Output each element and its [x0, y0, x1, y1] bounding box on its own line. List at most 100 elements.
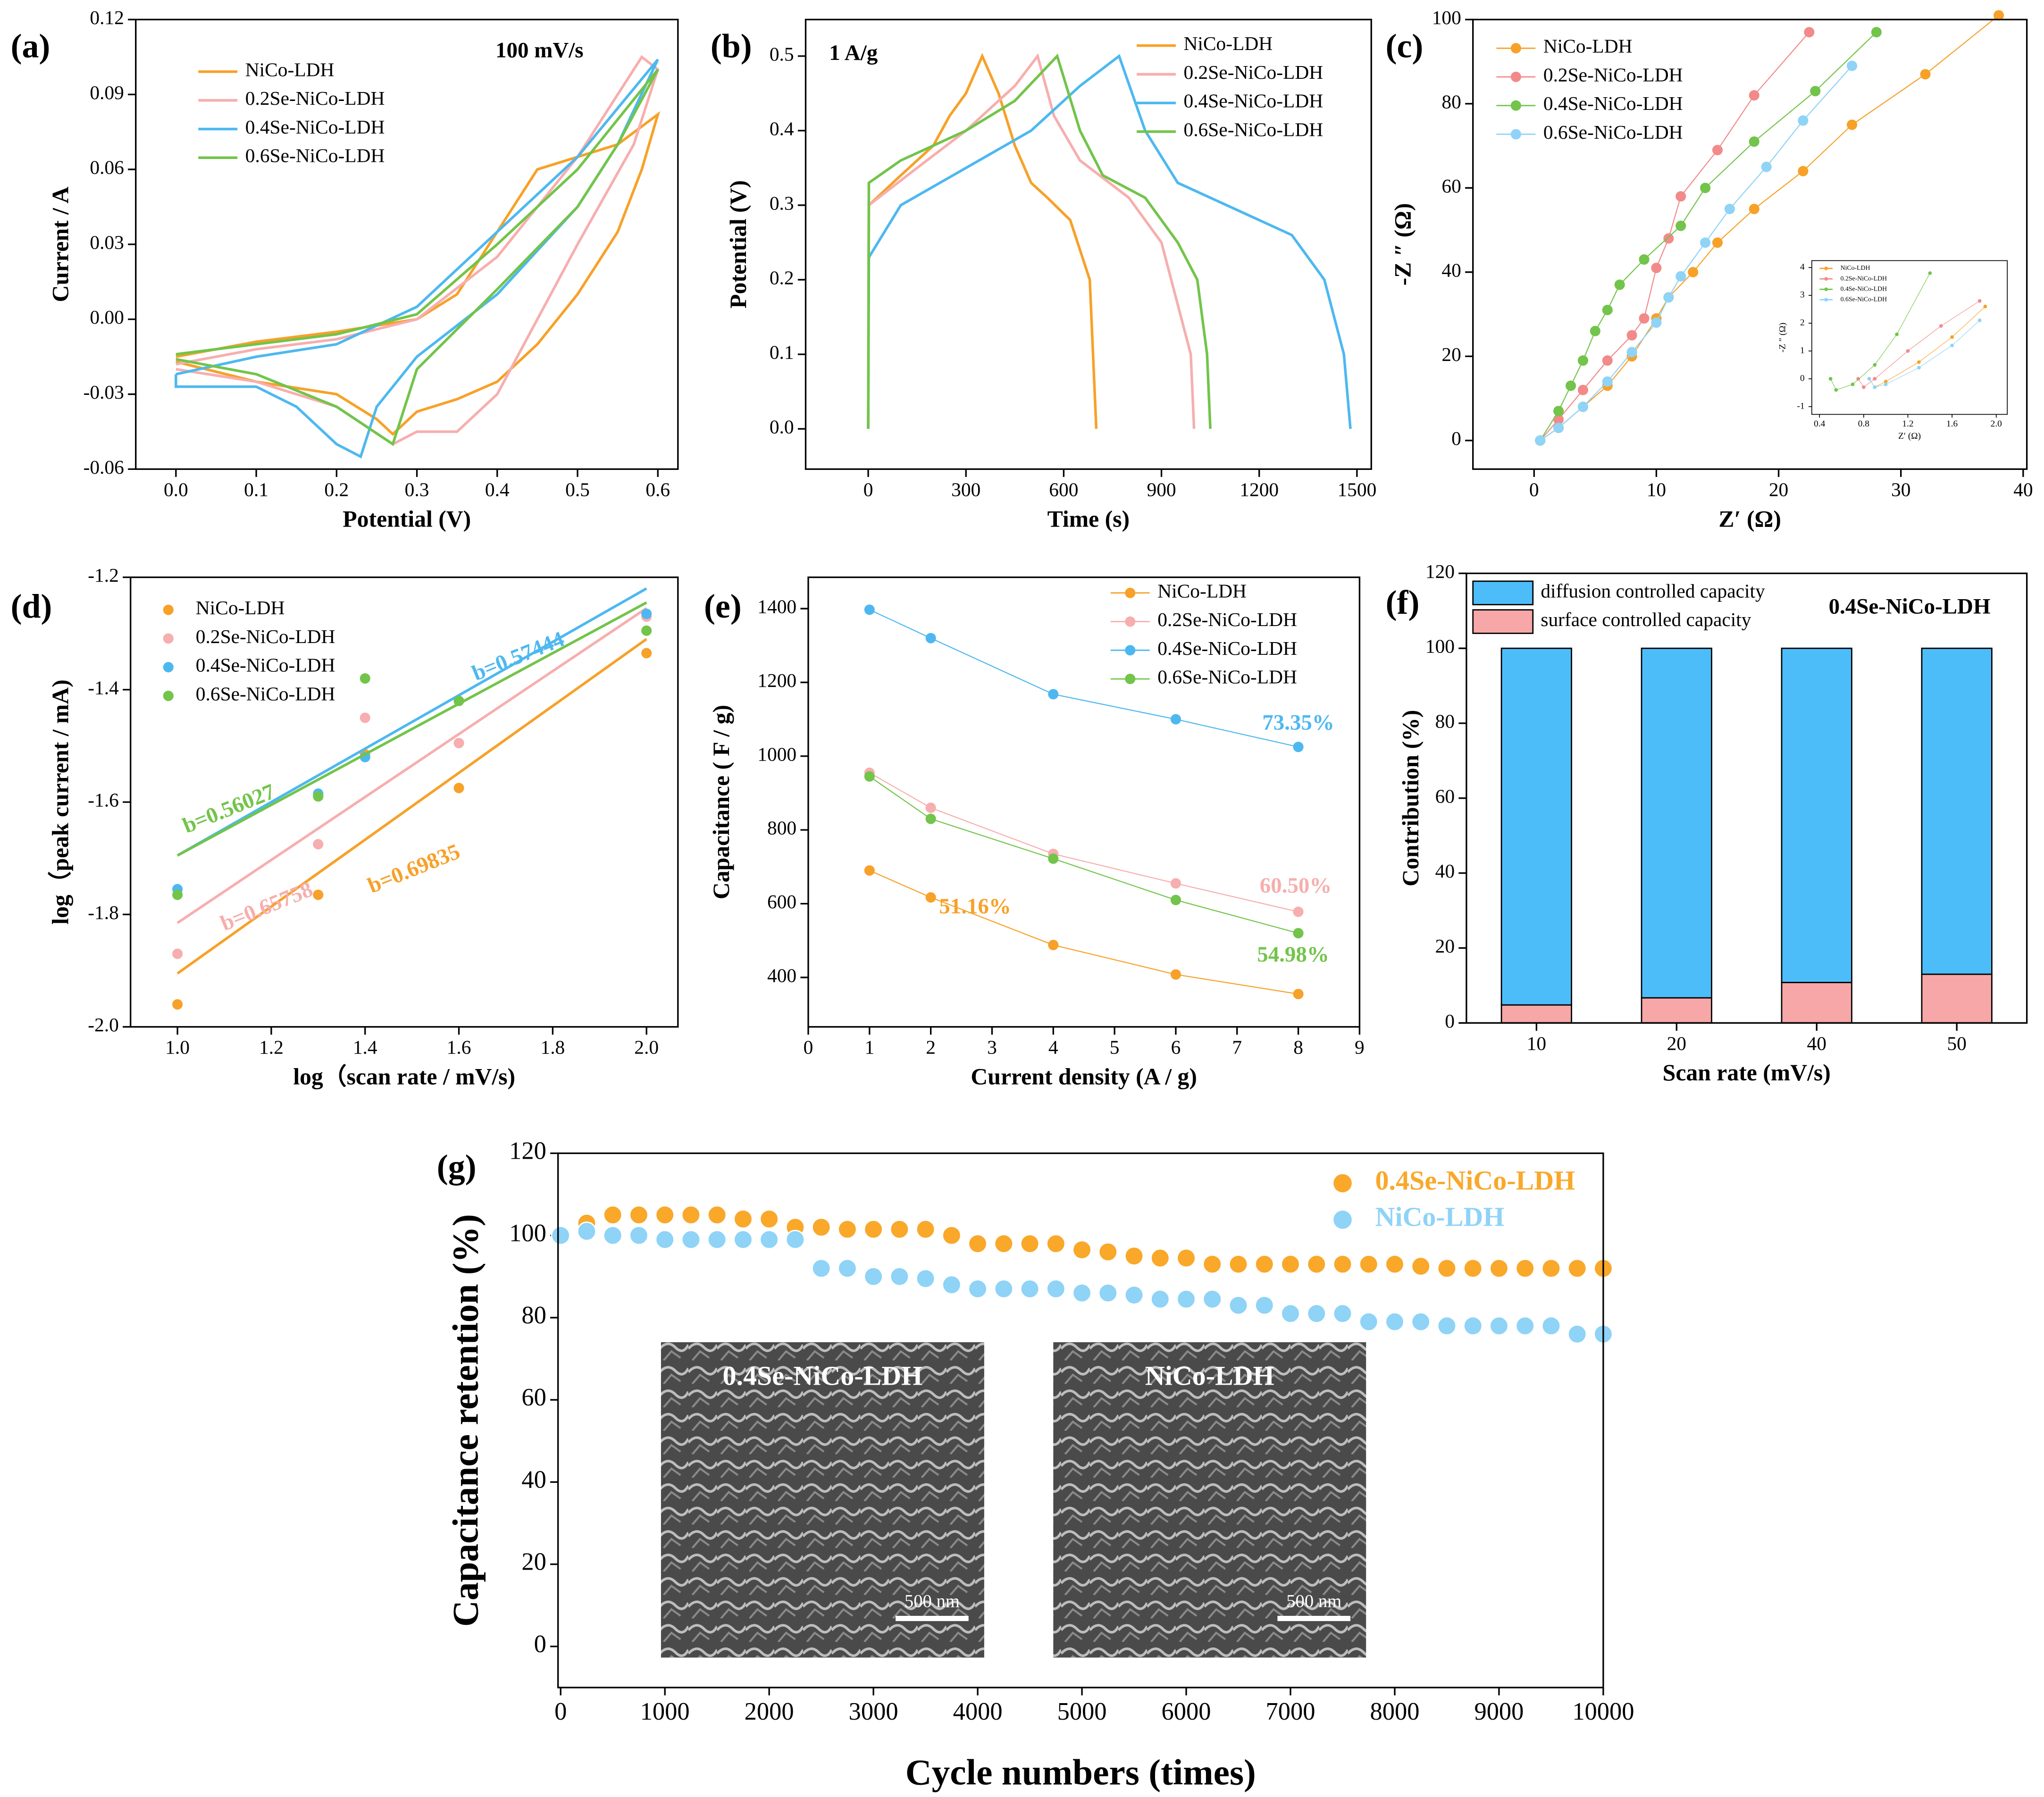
point: [1541, 1316, 1561, 1336]
legend-marker: [1333, 1211, 1352, 1229]
legend-label: 0.2Se-NiCo-LDH: [1157, 609, 1297, 630]
point: [1977, 318, 1982, 323]
legend-label: NiCo-LDH: [196, 597, 285, 619]
point: [1614, 279, 1625, 290]
point: [1873, 363, 1877, 367]
y-tick-label: 400: [767, 964, 796, 986]
inset-background: [1811, 260, 2008, 415]
x-tick-label: 9000: [1474, 1698, 1524, 1725]
legend-marker: [1125, 587, 1136, 598]
point: [1590, 326, 1600, 336]
point: [1602, 376, 1613, 387]
point: [889, 1267, 910, 1287]
legend-label: 0.4Se-NiCo-LDH: [1375, 1165, 1575, 1195]
x-axis-label: Time (s): [1047, 506, 1130, 532]
x-tick-label: 0: [804, 1036, 813, 1058]
x-tick-label: 8: [1293, 1036, 1303, 1058]
point: [1884, 379, 1888, 384]
x-tick-label: 0.0: [164, 479, 188, 501]
point: [1651, 262, 1662, 273]
x-tick-label: 0: [863, 479, 873, 501]
point: [360, 712, 370, 723]
scale-bar-label: 500 nm: [905, 1591, 960, 1611]
point: [1281, 1254, 1300, 1274]
plot-frame: [130, 576, 679, 1028]
point: [1663, 233, 1674, 244]
x-tick-label: 2.0: [634, 1036, 659, 1058]
point: [1862, 385, 1866, 389]
series-line: [175, 59, 659, 459]
point: [1917, 366, 1921, 370]
legend-marker: [1824, 298, 1828, 302]
series-line: [1830, 273, 1930, 391]
y-tick-label: 1: [1800, 345, 1805, 355]
y-tick-label: 80: [1435, 710, 1455, 732]
point: [1567, 1324, 1587, 1344]
point: [1293, 928, 1304, 939]
y-axis-label: log（peak current / mA): [47, 679, 73, 925]
x-tick-label: 1.2: [259, 1036, 284, 1058]
x-tick-label: 40: [1807, 1032, 1826, 1054]
series-line: [867, 52, 1098, 429]
point: [313, 839, 324, 850]
point: [1565, 380, 1576, 391]
point: [1255, 1254, 1274, 1274]
y-tick-label: 0.03: [90, 231, 124, 253]
x-tick-label: 0: [554, 1698, 567, 1725]
y-tick-label: 0.12: [90, 7, 124, 28]
point: [1828, 377, 1833, 381]
point: [785, 1229, 805, 1250]
legend-label: 0.4Se-NiCo-LDH: [1184, 90, 1324, 112]
point: [1675, 220, 1686, 231]
legend-label: 0.4Se-NiCo-LDH: [1841, 285, 1887, 292]
y-tick-label: 40: [1441, 259, 1461, 281]
plot-frame: [1472, 18, 2028, 470]
y-tick-label: 80: [521, 1302, 546, 1329]
y-tick-label: 2: [1800, 318, 1805, 327]
legend-label: 0.2Se-NiCo-LDH: [1543, 64, 1683, 85]
y-tick-label: 120: [509, 1137, 546, 1165]
point: [994, 1279, 1014, 1299]
x-tick-label: 6: [1171, 1036, 1181, 1058]
point: [889, 1219, 910, 1239]
legend-marker: [1125, 645, 1136, 656]
x-tick-label: 7: [1232, 1036, 1242, 1058]
x-tick-label: 1500: [1337, 479, 1376, 501]
point: [863, 1219, 883, 1239]
plot-frame: [807, 576, 1361, 1028]
point: [172, 999, 183, 1010]
x-tick-label: 2000: [745, 1698, 794, 1725]
legend-marker: [1510, 129, 1521, 140]
y-tick-label: 0: [1800, 373, 1805, 383]
point: [1749, 136, 1759, 147]
y-axis-label: Current / A: [47, 186, 73, 302]
x-axis-label: Z′ (Ω): [1718, 506, 1781, 532]
x-tick-label: 4: [1048, 1036, 1058, 1058]
point: [453, 695, 464, 706]
x-tick-label: 0.3: [405, 479, 429, 501]
point: [1724, 203, 1735, 215]
y-tick-label: 20: [1435, 935, 1455, 957]
annotation: 54.98%: [1257, 942, 1329, 967]
y-tick-label: 20: [521, 1548, 546, 1576]
point: [925, 813, 936, 824]
y-tick-label: 0.0: [770, 416, 794, 438]
x-tick-label: 1000: [640, 1698, 690, 1725]
point: [994, 1234, 1014, 1254]
point: [1577, 355, 1588, 366]
point: [1798, 166, 1809, 176]
point: [1202, 1254, 1222, 1274]
legend-label: 0.6Se-NiCo-LDH: [1184, 118, 1324, 140]
y-tick-label: 1000: [757, 743, 796, 765]
point: [942, 1275, 962, 1295]
point: [942, 1226, 962, 1245]
point: [641, 609, 652, 619]
point: [1871, 27, 1882, 38]
point: [1639, 254, 1650, 265]
legend-label: NiCo-LDH: [1375, 1202, 1505, 1232]
point: [1873, 385, 1877, 389]
point: [1798, 115, 1809, 126]
x-axis-label: Potential (V): [343, 506, 471, 532]
point: [1255, 1296, 1274, 1315]
